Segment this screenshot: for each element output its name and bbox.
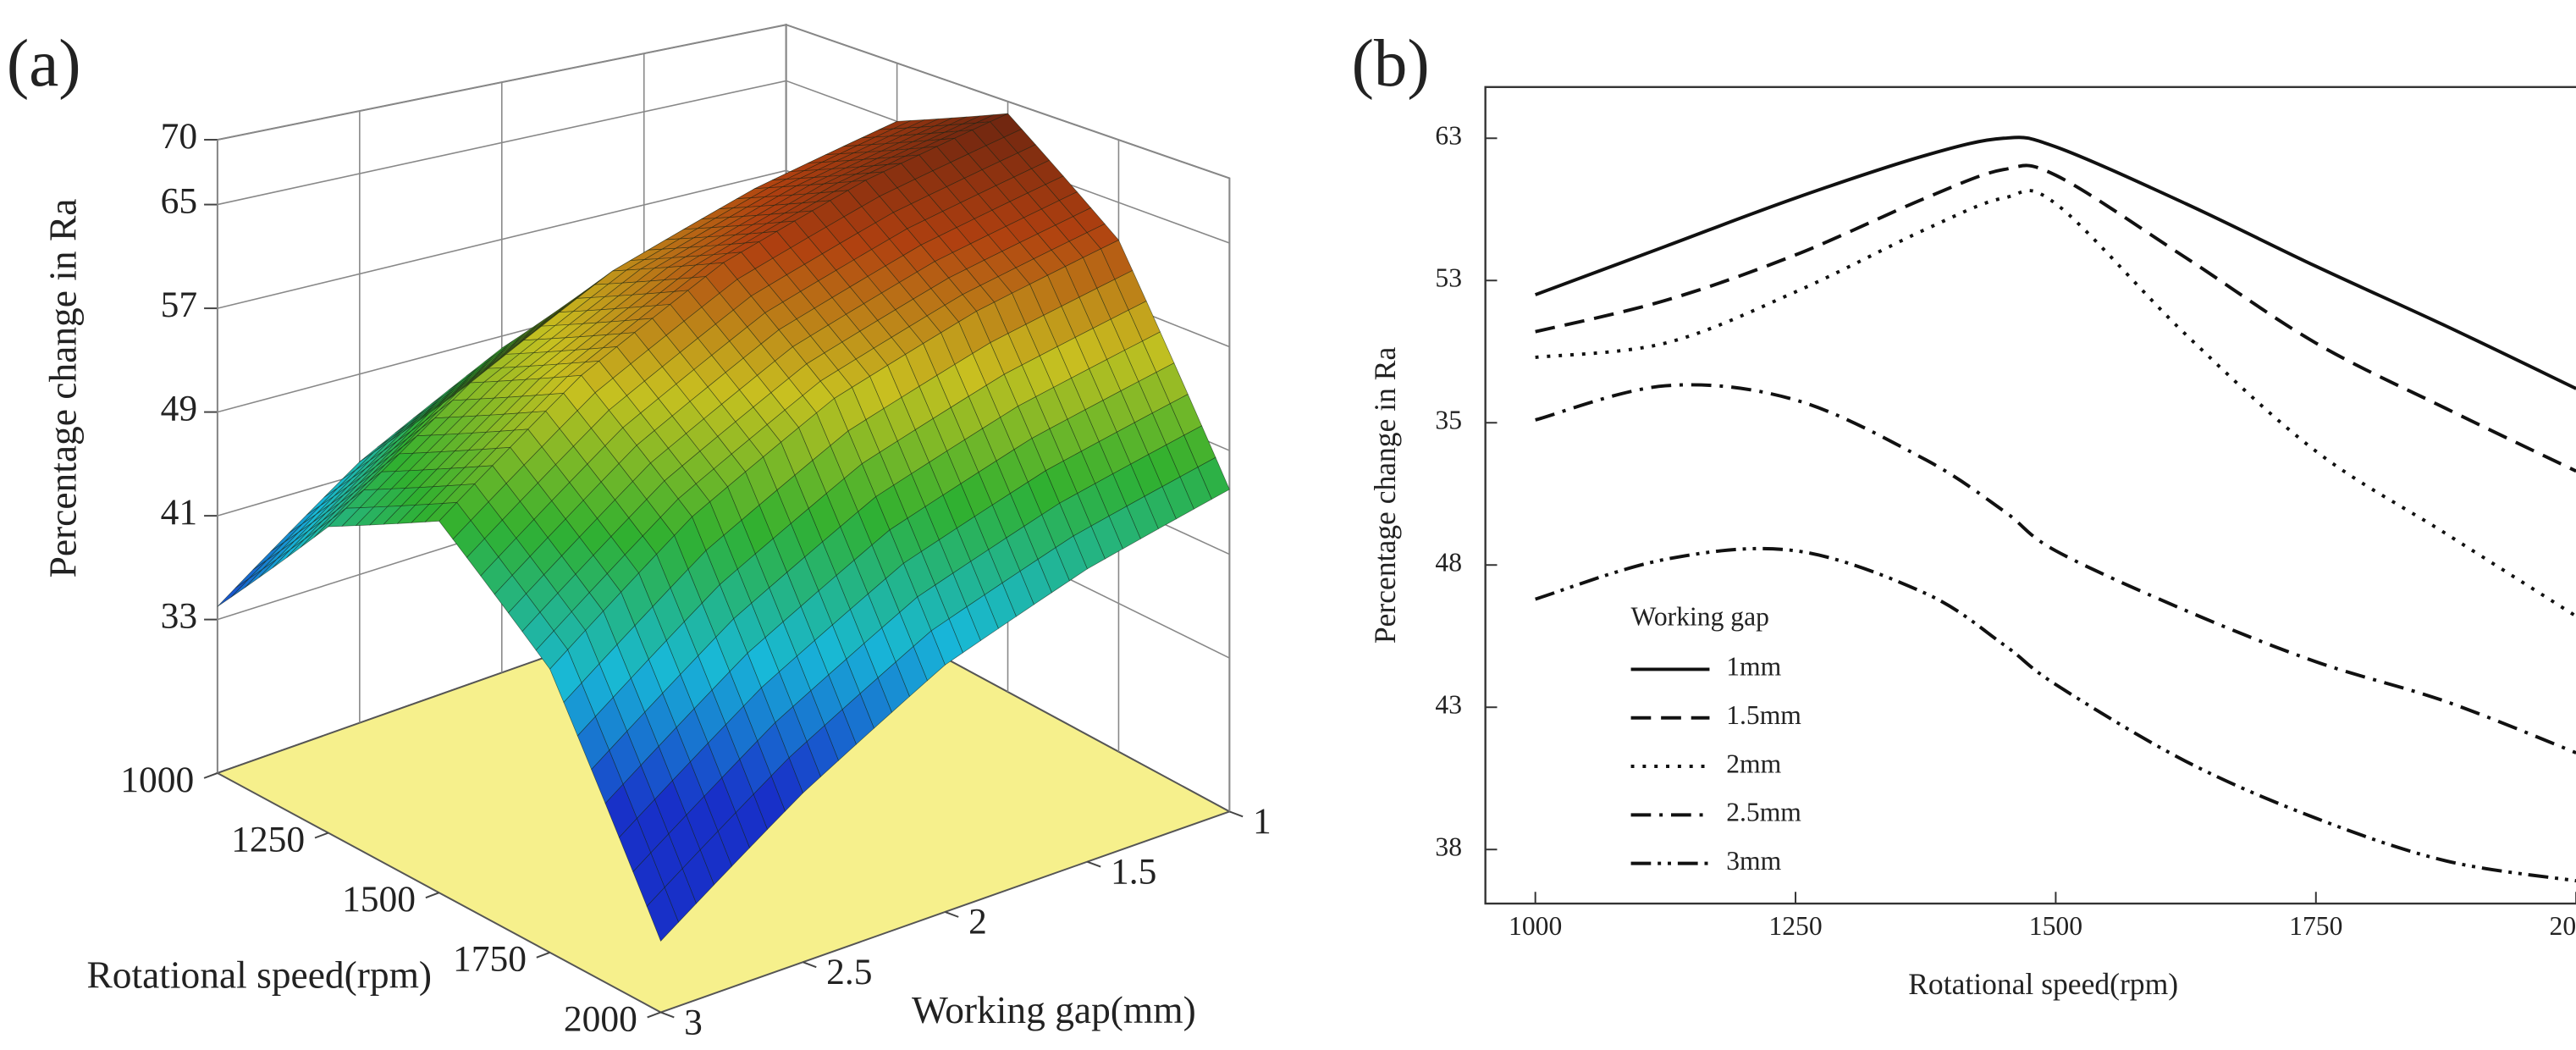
y-tick	[803, 961, 817, 969]
panel-label: (b)	[1352, 27, 1430, 101]
x-tick-label: 1500	[2029, 911, 2082, 941]
z-tick-label: 57	[161, 285, 197, 325]
x-tick	[203, 772, 218, 779]
y-tick	[945, 911, 959, 918]
series-line	[1535, 546, 2576, 883]
panel-a: 33 41 49 57 65 70 1 1.5 2 2.5 3 1000 1250 1500 1750 200…	[7, 23, 1271, 1042]
legend-label: 1.5mm	[1726, 700, 1801, 730]
x-tick-label: 1750	[453, 939, 527, 980]
y-tick-label: 43	[1435, 689, 1462, 719]
x-tick-label: 1000	[120, 760, 194, 800]
y-tick-label: 53	[1435, 263, 1462, 293]
y-axis-title: Working gap(mm)	[912, 989, 1196, 1031]
x-axis-title: Rotational speed(rpm)	[86, 953, 432, 996]
y-axis-title: Percentage change in Ra	[1368, 347, 1402, 644]
z-tick-label: 49	[161, 389, 197, 429]
y-tick	[1087, 860, 1101, 868]
y-tick-label: 2.5	[826, 952, 872, 992]
legend-label: 2.5mm	[1726, 798, 1801, 827]
y-tick-label: 1.5	[1111, 851, 1156, 892]
z-tick-label: 70	[161, 116, 197, 157]
plot-frame	[1484, 86, 2576, 905]
surface-patch	[646, 887, 679, 942]
y-tick-label: 35	[1435, 406, 1462, 435]
legend-title: Working gap	[1631, 601, 1769, 631]
z-tick-label: 33	[161, 596, 197, 637]
x-tick	[425, 892, 440, 899]
z-tick-label: 41	[161, 492, 197, 533]
x-tick	[314, 832, 329, 839]
series-line	[1535, 163, 2576, 473]
x-tick-label: 2000	[2550, 911, 2576, 941]
x-tick-label: 1750	[2289, 911, 2342, 941]
x-tick-label: 2000	[564, 998, 637, 1039]
y-tick-label: 63	[1435, 121, 1462, 151]
z-axis-title: Percentage change in Ra	[41, 199, 84, 578]
x-tick	[536, 951, 550, 959]
z-grid-line	[217, 24, 1230, 180]
legend-label: 3mm	[1726, 846, 1781, 876]
series-line	[1534, 135, 2576, 390]
panel-label: (a)	[7, 27, 81, 101]
legend-label: 1mm	[1726, 652, 1781, 682]
series-line	[1535, 189, 2576, 618]
y-tick-label: 3	[684, 1002, 703, 1042]
series-line	[1535, 383, 2576, 754]
y-tick	[1228, 810, 1244, 818]
y-tick-label: 1	[1253, 801, 1271, 842]
y-tick-label: 2	[968, 902, 987, 942]
x-tick-label: 1250	[231, 819, 305, 859]
x-axis-title: Rotational speed(rpm)	[1908, 967, 2178, 1001]
y-tick-label: 38	[1435, 832, 1462, 861]
x-tick	[647, 1011, 661, 1019]
legend-label: 2mm	[1726, 749, 1781, 778]
y-tick	[660, 1011, 675, 1019]
panel-b: 38 43 48 35 53 63 1000 1250 1500 1750 2000 1mm 1.5mm…	[1352, 27, 2576, 1001]
x-tick-label: 1500	[342, 879, 416, 920]
y-tick-label: 48	[1435, 547, 1462, 577]
z-tick-label: 65	[161, 181, 197, 222]
x-tick-label: 1250	[1768, 911, 1822, 941]
x-tick-label: 1000	[1509, 911, 1562, 941]
